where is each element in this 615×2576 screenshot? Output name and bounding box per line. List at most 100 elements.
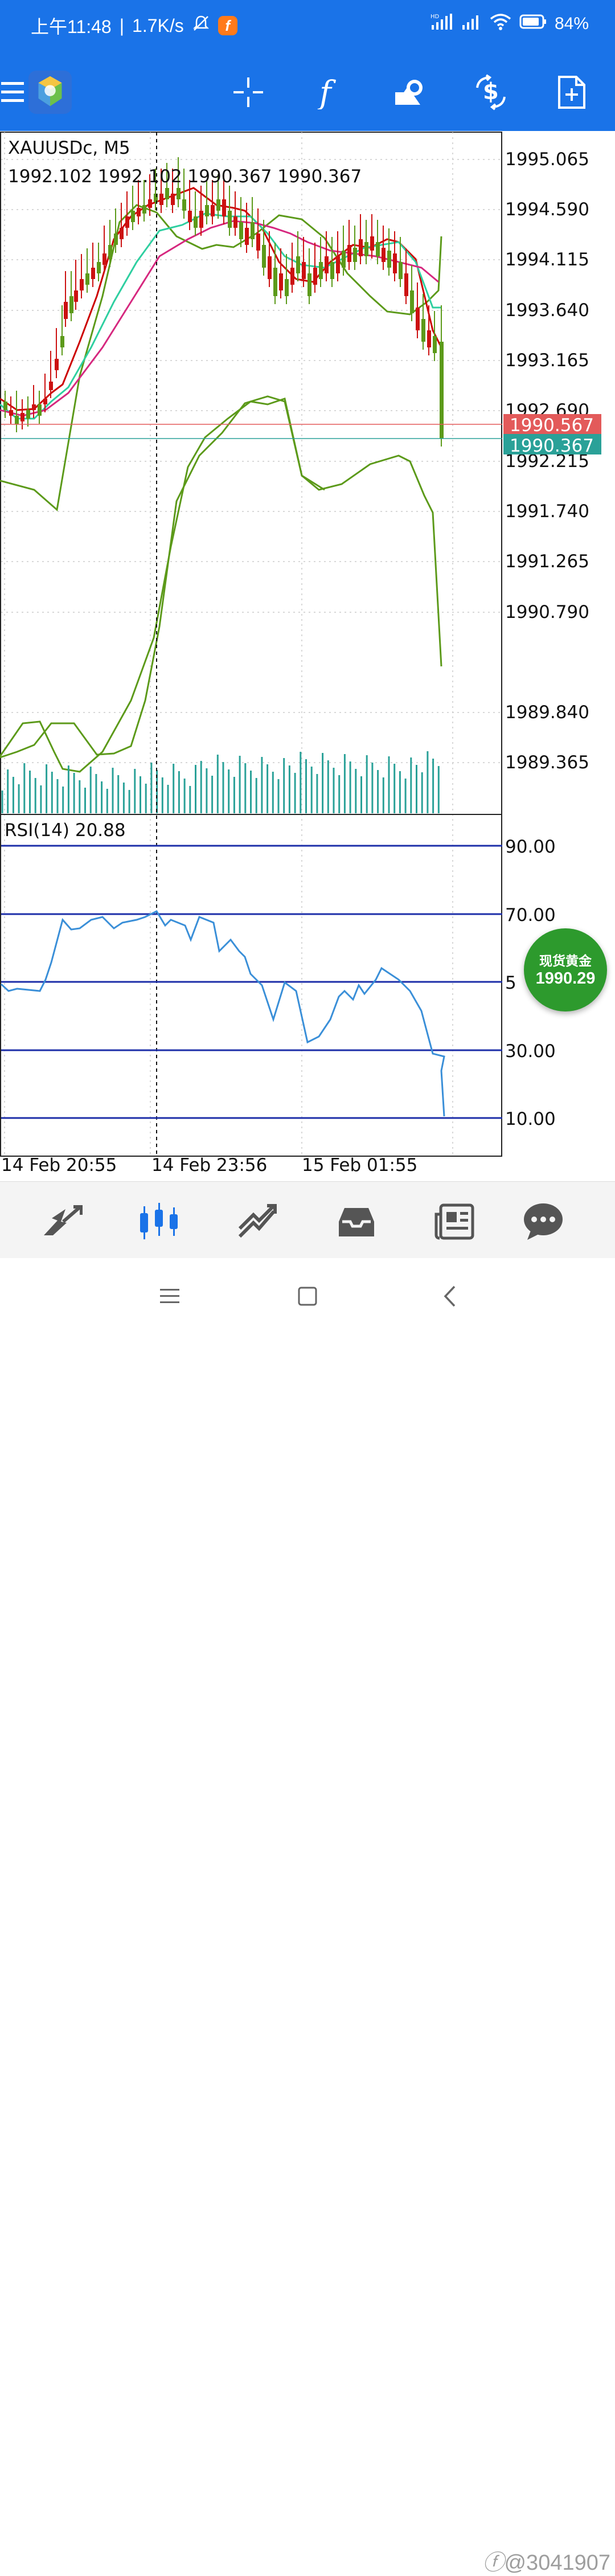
candle-body (211, 205, 215, 216)
rsi-level-label: 90.00 (505, 837, 556, 857)
candle-body (85, 273, 89, 285)
chat-icon[interactable] (519, 1198, 567, 1246)
candle-body (262, 245, 266, 268)
candles (3, 157, 444, 447)
clock: 上午11:48 (31, 17, 112, 37)
status-bar: 上午11:48 | 1.7K/s f HD 84% (0, 0, 615, 55)
chart-area[interactable]: XAUUSDc, M5 1992.102 1992.102 1990.367 1… (0, 131, 615, 1179)
quotes-icon[interactable] (38, 1198, 85, 1246)
signal-hd-icon: HD (430, 13, 453, 35)
candle-body (69, 296, 73, 313)
candle-body (154, 194, 158, 202)
trade-icon[interactable]: $ (468, 69, 514, 115)
chart-icon[interactable] (136, 1198, 183, 1246)
candle-body (49, 382, 53, 390)
candle-body (313, 268, 317, 285)
candle-body (256, 234, 260, 251)
candle-body (165, 188, 169, 199)
candle-body (3, 402, 7, 410)
candle-body (421, 319, 425, 342)
candle-body (370, 236, 374, 251)
candle-body (80, 279, 84, 290)
new-order-icon[interactable] (549, 69, 594, 115)
weibo-icon: ⓕ (482, 2551, 505, 2575)
ohlc-label: 1992.102 1992.102 1990.367 1990.367 (8, 166, 362, 187)
bollinger-middle-band (0, 398, 442, 773)
news-icon[interactable] (430, 1198, 478, 1246)
price-axis: 1995.065 1994.590 1994.115 1993.640 1993.165… (505, 149, 589, 773)
spot-gold-button[interactable]: 现货黄金 1990.29 (524, 928, 607, 1011)
candle-body (387, 251, 391, 268)
price-chart[interactable]: XAUUSDc, M5 1992.102 1992.102 1990.367 1… (0, 131, 615, 1179)
volume-bars (1, 751, 440, 813)
symbol-label: XAUUSDc, M5 (8, 138, 130, 158)
recents-icon[interactable] (157, 1284, 182, 1309)
bell-off-icon (192, 14, 210, 37)
candle-body (296, 256, 300, 273)
toolbar: f $ (0, 55, 615, 131)
home-icon[interactable] (295, 1284, 320, 1309)
indicator-f-icon[interactable]: f (306, 69, 352, 115)
objects-icon[interactable] (387, 69, 433, 115)
candle-body (216, 199, 220, 211)
price-axis-label: 1989.365 (505, 752, 589, 773)
candle-body (433, 336, 437, 353)
trade-arrows-icon[interactable] (233, 1198, 281, 1246)
candle-body (199, 211, 203, 228)
candle-body (131, 211, 135, 222)
menu-icon[interactable] (0, 69, 34, 115)
candle-body (245, 228, 249, 245)
svg-text:HD: HD (430, 14, 440, 20)
candle-body (290, 268, 294, 285)
price-axis-label: 1994.590 (505, 199, 589, 220)
time-label-2: 14 Feb 23:56 (151, 1155, 267, 1176)
svg-text:$: $ (483, 79, 499, 105)
candle-body (342, 251, 346, 268)
candle-body (15, 416, 19, 424)
system-navigation: ⓕ@3041907 (0, 1259, 615, 2575)
candle-body (222, 199, 226, 216)
candle-body (97, 262, 101, 273)
price-axis-label: 1995.065 (505, 149, 589, 170)
candle-body (159, 194, 163, 205)
candle-body (26, 410, 30, 419)
candle-body (302, 262, 306, 279)
rsi-level-label: 10.00 (505, 1109, 556, 1129)
candle-body (55, 359, 59, 370)
wifi-icon (490, 13, 511, 35)
network-speed: 1.7K/s (132, 15, 184, 36)
candle-body (148, 199, 152, 208)
ask-price-tag (503, 414, 601, 435)
candle-body (171, 194, 175, 205)
history-inbox-icon[interactable] (333, 1198, 380, 1246)
app-logo-icon[interactable] (27, 69, 73, 115)
candle-body (233, 216, 237, 228)
bollinger-lower-band (0, 395, 325, 759)
candle-body (416, 308, 420, 330)
candle-body (177, 188, 181, 199)
rsi-level-label: 30.00 (505, 1041, 556, 1062)
candle-body (336, 256, 340, 273)
price-axis-label: 1991.740 (505, 501, 589, 522)
crosshair-icon[interactable] (226, 69, 271, 115)
candle-body (120, 228, 124, 239)
candle-body (60, 336, 64, 347)
candle-body (376, 242, 380, 256)
candle-body (353, 248, 357, 262)
time-label-3: 15 Feb 01:55 (302, 1155, 417, 1176)
candle-body (125, 216, 129, 228)
candle-body (239, 222, 243, 239)
candle-body (142, 205, 146, 214)
price-axis-label: 1991.265 (505, 551, 589, 572)
bollinger-upper-band (0, 204, 442, 511)
price-axis-label: 1993.640 (505, 300, 589, 321)
candle-body (9, 410, 13, 416)
back-icon[interactable] (437, 1284, 462, 1309)
candle-body (427, 330, 431, 347)
watermark-text: ⓕ@3041907 (482, 2551, 610, 2575)
bottom-navigation (0, 1181, 615, 1258)
candle-body (188, 211, 192, 222)
candle-body (20, 413, 24, 421)
candle-body (364, 242, 368, 256)
candle-body (319, 262, 323, 279)
